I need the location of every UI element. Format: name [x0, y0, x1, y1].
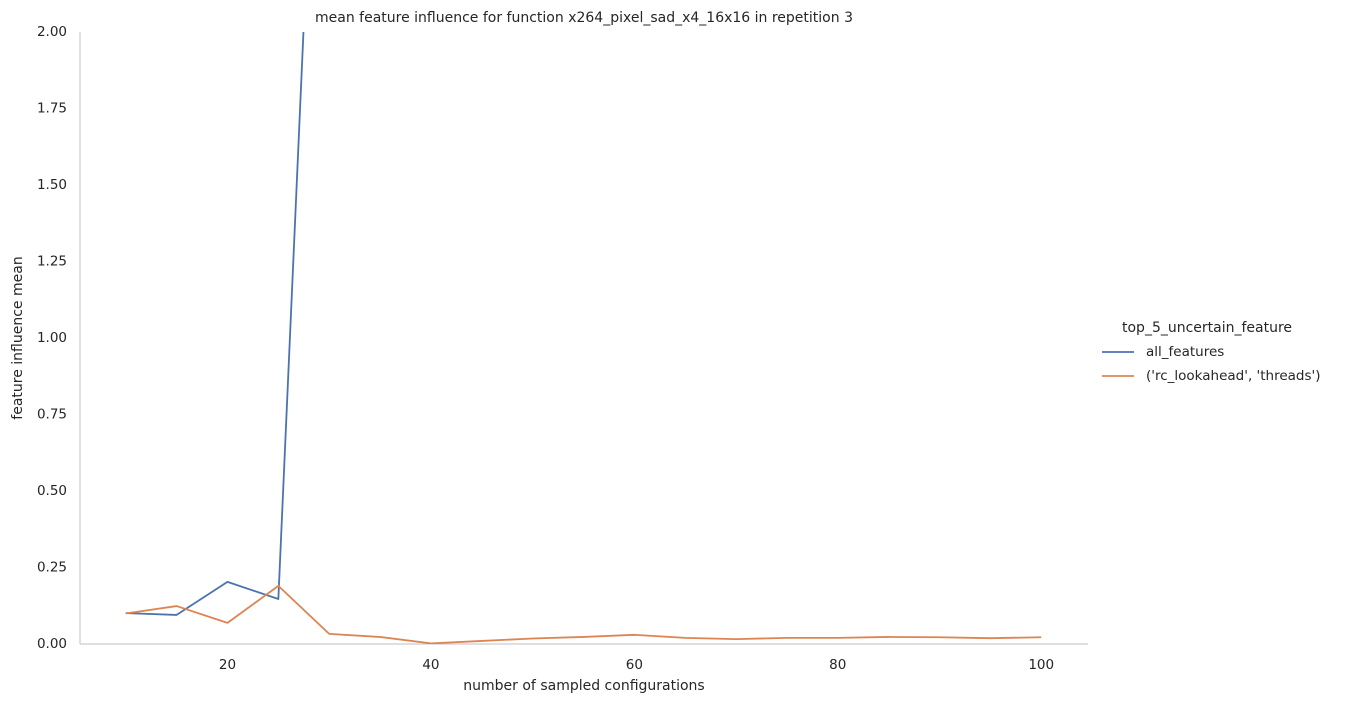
y-tick-label: 1.25 — [37, 254, 67, 270]
y-tick-label: 1.75 — [37, 101, 67, 117]
y-tick-label: 0.25 — [37, 560, 67, 576]
y-tick-label: 1.00 — [37, 330, 67, 346]
legend-label: ('rc_lookahead', 'threads') — [1146, 368, 1321, 384]
plot-area — [125, 32, 1042, 644]
x-tick-label: 60 — [626, 657, 643, 673]
x-axis-label: number of sampled configurations — [463, 678, 704, 694]
legend-title: top_5_uncertain_feature — [1122, 320, 1292, 336]
x-tick-label: 40 — [422, 657, 439, 673]
chart-title: mean feature influence for function x264… — [315, 10, 853, 26]
x-tick-label: 20 — [219, 657, 236, 673]
series-line — [125, 32, 305, 616]
series-line — [125, 584, 1042, 644]
legend-label: all_features — [1146, 344, 1224, 360]
y-tick-label: 2.00 — [37, 24, 67, 40]
y-axis-label: feature influence mean — [10, 256, 26, 419]
y-tick-label: 0.75 — [37, 407, 67, 423]
y-tick-label: 0.00 — [37, 636, 67, 652]
y-tick-label: 0.50 — [37, 483, 67, 499]
x-tick-label: 100 — [1028, 657, 1054, 673]
y-tick-label: 1.50 — [37, 177, 67, 193]
x-tick-label: 80 — [829, 657, 846, 673]
